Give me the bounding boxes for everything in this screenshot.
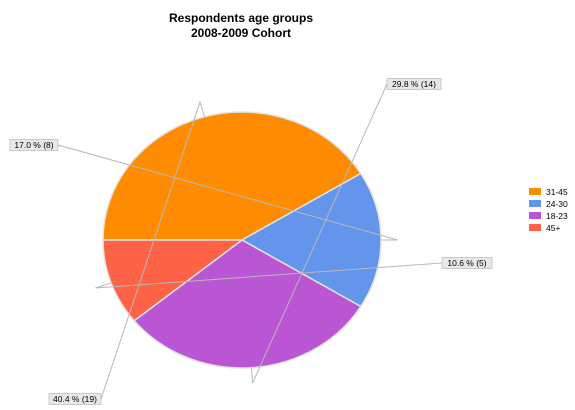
leader-line-24-30 (57, 144, 398, 241)
legend-swatch (529, 212, 541, 219)
slice-labels: 40.4 % (19) 17.0 % (8) 29.8 % (14) 10.6 % (… (9, 78, 493, 405)
legend-label: 31-45 (546, 187, 568, 197)
slice-label-24-30: 17.0 % (8) (9, 139, 59, 151)
legend-swatch (529, 224, 541, 231)
pie-slice-45+ (102, 239, 245, 322)
legend-swatch (529, 188, 541, 195)
chart-subtitle: 2008-2009 Cohort (191, 26, 291, 40)
slice-label-text: 17.0 % (8) (14, 140, 53, 150)
legend-item-45+: 45+ (529, 223, 560, 233)
slice-label-box (48, 393, 102, 405)
slice-label-leaders (57, 83, 443, 400)
slice-label-45+: 10.6 % (5) (441, 257, 493, 269)
legend-label: 45+ (546, 223, 560, 233)
legend-item-31-45: 31-45 (529, 187, 568, 197)
legend-label: 18-23 (546, 211, 568, 221)
slice-label-31-45: 40.4 % (19) (48, 393, 102, 405)
legend-item-18-23: 18-23 (529, 211, 568, 221)
slice-label-text: 10.6 % (5) (447, 258, 486, 268)
slice-label-box (386, 78, 442, 90)
slice-label-18-23: 29.8 % (14) (386, 78, 442, 90)
slice-label-box (441, 257, 493, 269)
pie-slices (102, 111, 382, 369)
pie-slice-24-30 (240, 172, 382, 308)
slice-label-box (9, 139, 59, 151)
leader-line-18-23 (251, 83, 388, 384)
legend-item-24-30: 24-30 (529, 199, 568, 209)
legend: 31-45 24-30 18-23 45+ (529, 187, 568, 233)
legend-label: 24-30 (546, 199, 568, 209)
pie-slice-18-23 (133, 239, 362, 369)
legend-swatch (529, 200, 541, 207)
leader-line-31-45 (100, 100, 205, 400)
slice-label-text: 40.4 % (19) (53, 394, 97, 404)
pie-slice-31-45 (102, 111, 362, 241)
slice-label-text: 29.8 % (14) (392, 79, 436, 89)
leader-line-45+ (95, 262, 443, 289)
chart-title: Respondents age groups (169, 11, 313, 25)
